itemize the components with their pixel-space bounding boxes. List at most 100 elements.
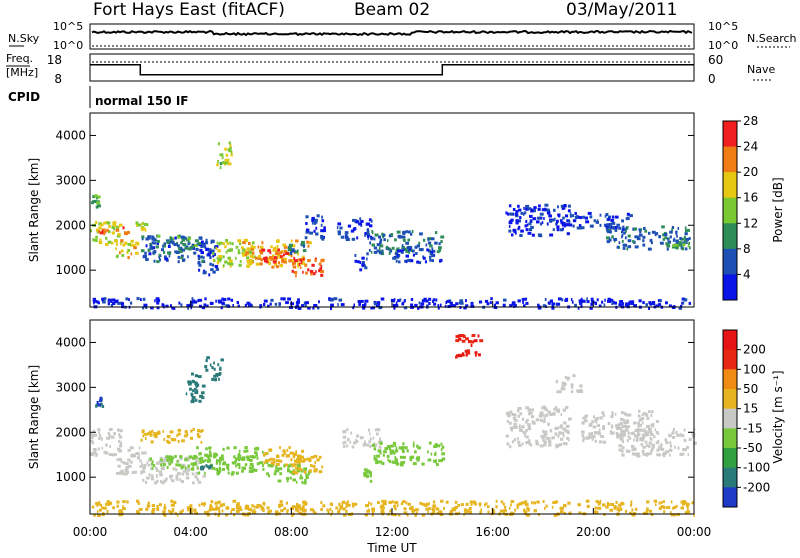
heatmap-cell — [170, 474, 173, 478]
heatmap-cell — [278, 467, 283, 471]
heatmap-cell — [543, 440, 547, 444]
heatmap-cell — [527, 508, 530, 512]
heatmap-cell — [373, 237, 376, 241]
heatmap-cell — [249, 259, 253, 263]
heatmap-cell — [468, 510, 472, 514]
heatmap-cell — [561, 384, 565, 388]
heatmap-cell — [318, 455, 322, 459]
heatmap-cell — [552, 228, 555, 232]
heatmap-cell — [95, 220, 98, 224]
heatmap-cell — [373, 447, 377, 451]
heatmap-cell — [626, 439, 629, 443]
heatmap-cell — [417, 306, 420, 310]
heatmap-cell — [521, 297, 525, 301]
heatmap-cell — [211, 263, 215, 267]
heatmap-cell — [505, 434, 509, 438]
heatmap-cell — [621, 449, 624, 453]
heatmap-cell — [229, 146, 232, 150]
heatmap-cell — [655, 503, 657, 507]
heatmap-cell — [649, 239, 653, 243]
heatmap-cell — [305, 476, 309, 479]
heatmap-cell — [321, 215, 323, 219]
heatmap-cell — [560, 431, 564, 435]
heatmap-cell — [357, 300, 362, 303]
heatmap-cell — [320, 273, 324, 277]
heatmap-cell — [156, 461, 160, 465]
heatmap-cell — [642, 301, 645, 305]
heatmap-cell — [646, 425, 650, 429]
heatmap-cell — [470, 344, 473, 347]
heatmap-cell — [510, 500, 515, 503]
heatmap-cell — [626, 413, 630, 417]
heatmap-cell — [133, 246, 137, 250]
heatmap-cell — [137, 501, 140, 505]
heatmap-cell — [590, 297, 594, 301]
heatmap-cell — [517, 414, 520, 418]
heatmap-cell — [522, 300, 524, 304]
heatmap-cell — [686, 237, 689, 241]
nsky-tick-top: 10^5 — [53, 20, 83, 33]
heatmap-cell — [198, 399, 202, 403]
heatmap-cell — [181, 439, 185, 443]
heatmap-cell — [390, 298, 395, 302]
heatmap-cell — [649, 451, 652, 455]
heatmap-cell — [246, 264, 251, 268]
heatmap-cell — [215, 377, 217, 381]
heatmap-cell — [511, 302, 515, 306]
heatmap-cell — [563, 387, 566, 391]
power-ylabel: Slant Range [km] — [27, 158, 41, 262]
heatmap-cell — [415, 508, 419, 512]
heatmap-cell — [610, 425, 614, 429]
heatmap-cell — [302, 506, 305, 510]
heatmap-cell — [104, 230, 107, 234]
heatmap-cell — [586, 436, 590, 440]
heatmap-cell — [554, 406, 558, 410]
heatmap-cell — [585, 499, 590, 503]
heatmap-cell — [115, 242, 118, 246]
colorbar-segment — [723, 274, 737, 301]
heatmap-cell — [257, 245, 260, 249]
heatmap-cell — [682, 301, 685, 305]
heatmap-cell — [509, 220, 513, 224]
heatmap-cell — [473, 501, 477, 505]
heatmap-cell — [688, 301, 691, 305]
heatmap-cell — [151, 466, 154, 470]
heatmap-cell — [626, 247, 629, 251]
heatmap-cell — [261, 251, 263, 255]
heatmap-cell — [310, 455, 314, 459]
velocity-ylabel: Slant Range [km] — [27, 365, 41, 469]
heatmap-cell — [209, 451, 212, 455]
heatmap-cell — [562, 434, 565, 438]
heatmap-cell — [92, 297, 96, 301]
heatmap-cell — [562, 408, 566, 412]
heatmap-cell — [346, 503, 351, 507]
heatmap-cell — [659, 241, 664, 245]
heatmap-cell — [245, 238, 248, 242]
heatmap-cell — [171, 509, 175, 513]
heatmap-cell — [515, 231, 517, 235]
heatmap-cell — [262, 501, 266, 505]
heatmap-cell — [648, 428, 650, 432]
heatmap-cell — [163, 438, 166, 441]
heatmap-cell — [403, 460, 406, 464]
heatmap-cell — [164, 503, 166, 507]
heatmap-cell — [560, 221, 564, 225]
heatmap-cell — [623, 231, 626, 235]
heatmap-cell — [584, 419, 588, 423]
heatmap-cell — [201, 391, 205, 395]
heatmap-cell — [589, 224, 594, 228]
heatmap-cell — [156, 479, 159, 483]
x-tick-label: 12:00 — [375, 525, 410, 539]
heatmap-cell — [671, 431, 675, 435]
heatmap-cell — [217, 514, 220, 517]
heatmap-cell — [272, 458, 276, 462]
heatmap-cell — [521, 501, 525, 505]
heatmap-cell — [511, 440, 514, 444]
heatmap-cell — [212, 252, 215, 256]
heatmap-cell — [376, 454, 380, 458]
heatmap-cell — [139, 465, 142, 468]
heatmap-cell — [373, 455, 376, 458]
heatmap-cell — [391, 246, 395, 250]
heatmap-cell — [403, 511, 408, 515]
